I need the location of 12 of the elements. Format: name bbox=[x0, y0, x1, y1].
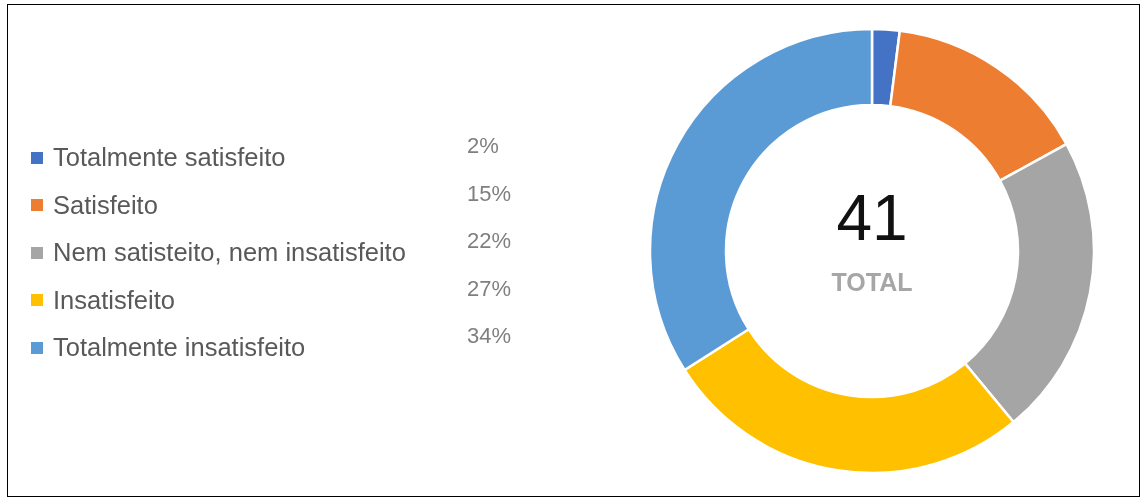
text: 41 bbox=[836, 182, 908, 254]
legend-label: Nem satisteito, nem insatisfeito bbox=[53, 238, 406, 266]
legend-label: Totalmente satisfeito bbox=[53, 143, 286, 171]
data-label: 27% bbox=[467, 275, 512, 301]
data-label: 22% bbox=[467, 228, 512, 253]
data-label: 34% bbox=[467, 323, 512, 348]
data-label: 15% bbox=[467, 180, 512, 206]
data-label: 2% bbox=[467, 133, 499, 158]
text: TOTAL bbox=[831, 267, 913, 296]
legend-label: Insatisfeito bbox=[53, 285, 175, 314]
legend-label: Totalmente insatisfeito bbox=[53, 333, 306, 361]
legend-label: Satisfeito bbox=[53, 190, 158, 219]
